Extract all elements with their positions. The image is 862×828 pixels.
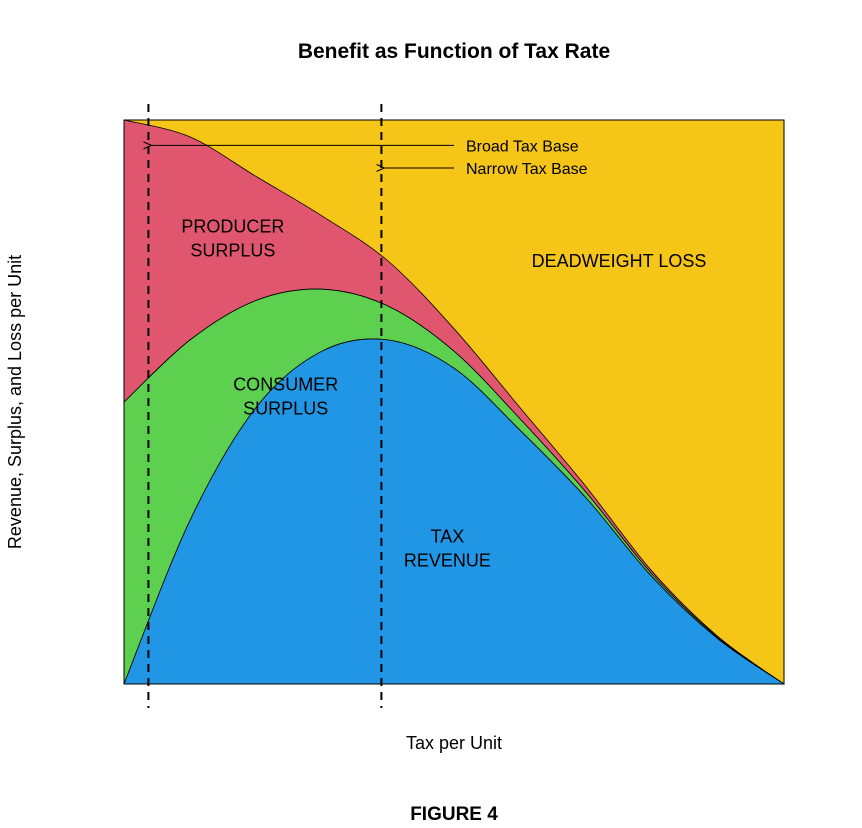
consumer-surplus-label-line-2: SURPLUS <box>243 398 328 418</box>
y-axis-label: Revenue, Surplus, and Loss per Unit <box>5 255 25 549</box>
broad-tax-base-label: Broad Tax Base <box>466 138 579 155</box>
narrow-tax-base-label: Narrow Tax Base <box>466 161 588 178</box>
deadweight-loss-label: DEADWEIGHT LOSS <box>532 251 707 271</box>
consumer-surplus-label-line-1: CONSUMER <box>233 374 338 394</box>
producer-surplus-label-line-2: SURPLUS <box>190 240 275 260</box>
chart-title: Benefit as Function of Tax Rate <box>298 40 610 63</box>
x-axis-label: Tax per Unit <box>406 733 502 753</box>
tax-revenue-label-line-2: REVENUE <box>404 551 491 571</box>
producer-surplus-label-line-1: PRODUCER <box>181 216 284 236</box>
tax-revenue-area <box>123 338 786 685</box>
tax-revenue-label-line-1: TAX <box>431 527 465 547</box>
plot-frame <box>123 119 785 685</box>
figure-label: FIGURE 4 <box>410 804 498 825</box>
area-layer <box>123 119 786 685</box>
